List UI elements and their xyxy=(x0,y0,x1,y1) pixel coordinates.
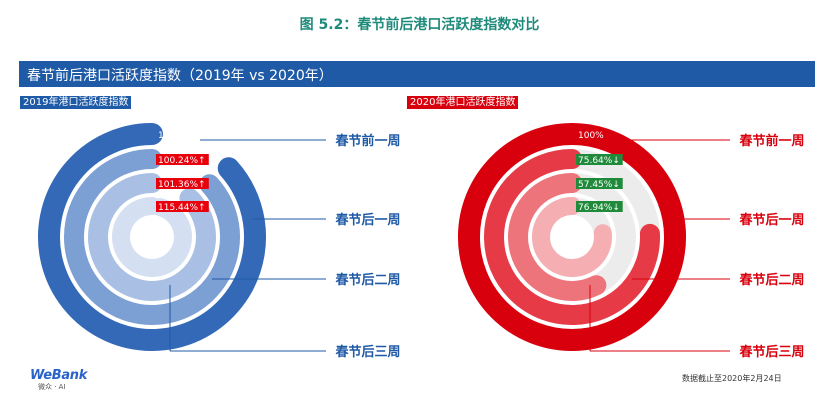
red-ring-1 xyxy=(484,149,660,325)
footnote: 数据截止至2020年2月24日 xyxy=(682,374,782,383)
blue-label-bg-1 xyxy=(156,154,209,165)
blue-category-label-0: 春节前一周 xyxy=(334,133,400,149)
blue-value-label-3: 115.44%↑ xyxy=(158,203,206,213)
red-label-bg-2 xyxy=(576,178,623,189)
blue-ring-2 xyxy=(88,173,216,301)
blue-ring-3 xyxy=(112,197,192,277)
blue-value-label-2: 101.36%↑ xyxy=(158,180,206,190)
blue-category-label-2: 春节后二周 xyxy=(334,272,400,288)
chart-2019-title: 2019年港口活跃度指数 xyxy=(20,96,132,109)
red-category-label-0: 春节前一周 xyxy=(738,133,804,149)
red-label-bg-1 xyxy=(576,154,623,165)
blue-ring-0 xyxy=(38,123,266,351)
red-ring-2 xyxy=(508,173,607,301)
red-ring-0 xyxy=(458,123,686,352)
red-value-label-1: 75.64%↓ xyxy=(578,156,620,166)
red-category-label-1: 春节后一周 xyxy=(738,212,804,228)
blue-value-label-0: 100% xyxy=(158,131,184,141)
red-category-label-2: 春节后二周 xyxy=(738,272,804,288)
blue-ring-1 xyxy=(64,149,240,325)
red-value-label-0: 100% xyxy=(578,131,604,141)
logo-tagline: 微众 · AI xyxy=(38,383,66,391)
blue-category-label-3: 春节后三周 xyxy=(334,344,400,360)
chart-banner: 春节前后港口活跃度指数（2019年 vs 2020年） xyxy=(19,61,815,87)
figure-title: 图 5.2：春节前后港口活跃度指数对比 xyxy=(299,17,540,33)
red-value-label-2: 57.45%↓ xyxy=(578,180,620,190)
logo-name: WeBank xyxy=(30,368,88,383)
banner-title: 春节前后港口活跃度指数（2019年 vs 2020年） xyxy=(27,68,333,84)
red-category-label-3: 春节后三周 xyxy=(738,344,804,360)
chart-2020-title: 2020年港口活跃度指数 xyxy=(407,96,519,109)
blue-label-bg-2 xyxy=(156,178,209,189)
blue-category-label-1: 春节后一周 xyxy=(334,212,400,228)
red-ring-3 xyxy=(532,197,612,277)
blue-value-label-1: 100.24%↑ xyxy=(158,156,206,166)
red-value-label-3: 76.94%↓ xyxy=(578,203,620,213)
blue-label-bg-3 xyxy=(156,201,209,212)
webank-logo: WeBank 微众 · AI xyxy=(30,368,87,392)
red-label-bg-3 xyxy=(576,201,623,212)
